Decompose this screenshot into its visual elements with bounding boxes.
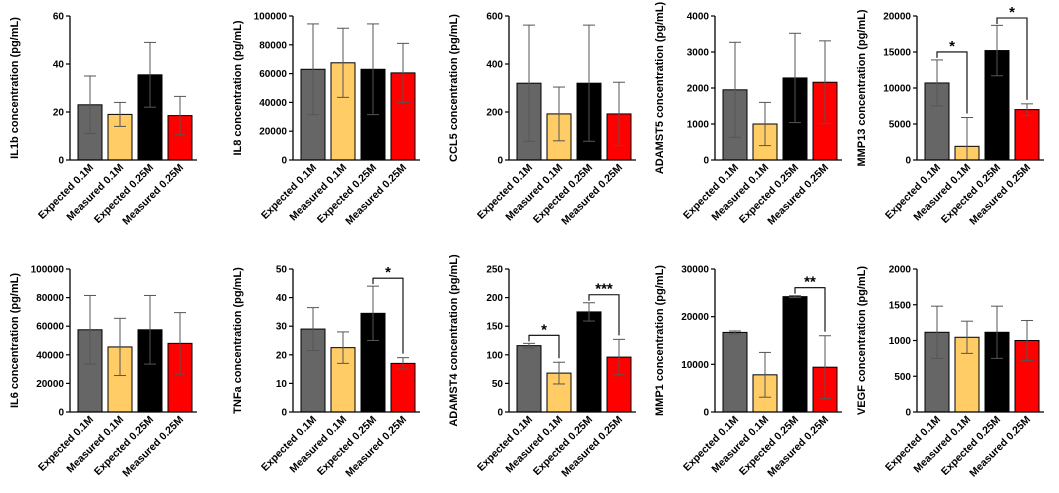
significance-bracket	[936, 51, 968, 114]
chart-panel-3: ADAMST5 concentration (pg/mL) 0 1000 2000 30…	[654, 2, 842, 227]
y-tick-label: 0	[905, 156, 911, 167]
y-tick-label: 20000	[36, 379, 64, 390]
y-axis-label: ADAMST5 concentration (pg/mL)	[654, 2, 666, 175]
y-tick-label: 100	[486, 350, 503, 361]
y-tick-label: 40000	[259, 98, 287, 109]
significance-bracket	[588, 294, 620, 336]
bar	[1014, 109, 1040, 161]
chart-panel-8: MMP1 concentration (pg/mL) 0 10000 20000 300…	[654, 265, 842, 479]
y-tick-label: 2000	[889, 265, 912, 276]
chart-panel-2: CCL5 concentration (pg/mL) 0200400600Expe…	[448, 12, 636, 227]
significance-label: **	[804, 274, 816, 291]
significance-bracket	[794, 287, 826, 332]
y-tick-label: 0	[58, 408, 64, 419]
y-tick-label: 100000	[254, 12, 288, 23]
bar	[722, 331, 748, 413]
chart-panel-5: IL6 concentration (pg/mL) 0 20000 40000 6000…	[9, 265, 197, 479]
bar	[390, 362, 416, 413]
y-tick-label: 4000	[687, 12, 710, 23]
y-tick-label: 30000	[681, 265, 709, 276]
y-tick-label: 100000	[31, 265, 65, 276]
bar	[576, 311, 602, 413]
y-tick-label: 80000	[36, 293, 64, 304]
chart-panel-4: MMP13 concentration (pg/mL) 0 5000 10000 150…	[856, 4, 1044, 227]
y-tick-label: 200	[486, 293, 503, 304]
y-tick-label: 0	[703, 408, 709, 419]
y-tick-label: 60000	[36, 322, 64, 333]
y-tick-label: 40	[276, 293, 288, 304]
y-tick-label: 250	[486, 265, 503, 276]
y-tick-label: 2000	[687, 84, 710, 95]
y-tick-label: 0	[58, 156, 64, 167]
y-tick-label: 80000	[259, 40, 287, 51]
bar	[516, 345, 542, 413]
y-tick-label: 50	[276, 265, 288, 276]
y-axis-label: MMP1 concentration (pg/mL)	[654, 265, 666, 416]
chart-panel-7: ADAMST4 concentration (pg/mL) 0 50 100 150 20…	[448, 254, 636, 479]
y-axis-label: CCL5 concentration (pg/mL)	[448, 14, 460, 162]
significance-label: *	[541, 321, 547, 338]
chart-panel-6: TNFa concentration (pg/mL) 01020304050Exp…	[232, 264, 420, 479]
y-tick-label: 150	[486, 322, 503, 333]
y-tick-label: 1500	[889, 300, 912, 311]
significance-label: *	[949, 38, 955, 55]
y-axis-label: VEGF concentration (pg/mL)	[856, 266, 868, 415]
significance-label: *	[1009, 4, 1015, 21]
y-tick-label: 20	[53, 108, 65, 119]
y-tick-label: 0	[281, 408, 287, 419]
y-tick-label: 0	[703, 156, 709, 167]
chart-panel-0: IL1b concentration (pg/mL)0204060Expecte…	[9, 12, 197, 227]
y-tick-label: 20000	[681, 312, 709, 323]
y-axis-label: TNFa concentration (pg/mL)	[232, 267, 244, 414]
significance-bracket	[996, 17, 1028, 100]
chart-panel-1: IL8 concentration (pg/mL) 0 20000 40000 6000…	[232, 12, 420, 227]
chart-panel-9: VEGF concentration (pg/mL) 0 500 1000 1500 20…	[856, 265, 1044, 479]
significance-bracket	[372, 277, 404, 354]
y-tick-label: 60000	[259, 69, 287, 80]
y-tick-label: 20	[276, 350, 288, 361]
y-tick-label: 30	[276, 322, 288, 333]
y-tick-label: 15000	[883, 48, 911, 59]
y-tick-label: 500	[894, 372, 911, 383]
y-tick-label: 40000	[36, 350, 64, 361]
y-tick-label: 10000	[883, 84, 911, 95]
y-tick-label: 0	[281, 156, 287, 167]
significance-label: ***	[595, 281, 613, 298]
y-axis-label: ADAMST4 concentration (pg/mL)	[448, 254, 460, 427]
y-tick-label: 3000	[687, 48, 710, 59]
y-axis-label: MMP13 concentration (pg/mL)	[856, 9, 868, 166]
y-tick-label: 600	[486, 12, 503, 23]
y-tick-label: 1000	[687, 120, 710, 131]
y-axis-label: IL1b concentration (pg/mL)	[9, 17, 21, 159]
y-tick-label: 0	[497, 408, 503, 419]
significance-bracket	[528, 334, 560, 359]
y-tick-label: 20000	[883, 12, 911, 23]
y-tick-label: 10000	[681, 360, 709, 371]
y-tick-label: 0	[497, 156, 503, 167]
y-tick-label: 40	[53, 60, 65, 71]
y-tick-label: 10	[276, 379, 288, 390]
y-axis-label: IL8 concentration (pg/mL)	[232, 20, 244, 155]
y-axis-label: IL6 concentration (pg/mL)	[9, 273, 21, 408]
bar	[782, 296, 808, 413]
y-tick-label: 60	[53, 12, 65, 23]
y-tick-label: 20000	[259, 127, 287, 138]
y-tick-label: 5000	[889, 120, 912, 131]
significance-label: *	[385, 264, 391, 281]
y-tick-label: 50	[492, 379, 504, 390]
y-tick-label: 1000	[889, 336, 912, 347]
y-tick-label: 400	[486, 60, 503, 71]
y-tick-label: 200	[486, 108, 503, 119]
y-tick-label: 0	[905, 408, 911, 419]
